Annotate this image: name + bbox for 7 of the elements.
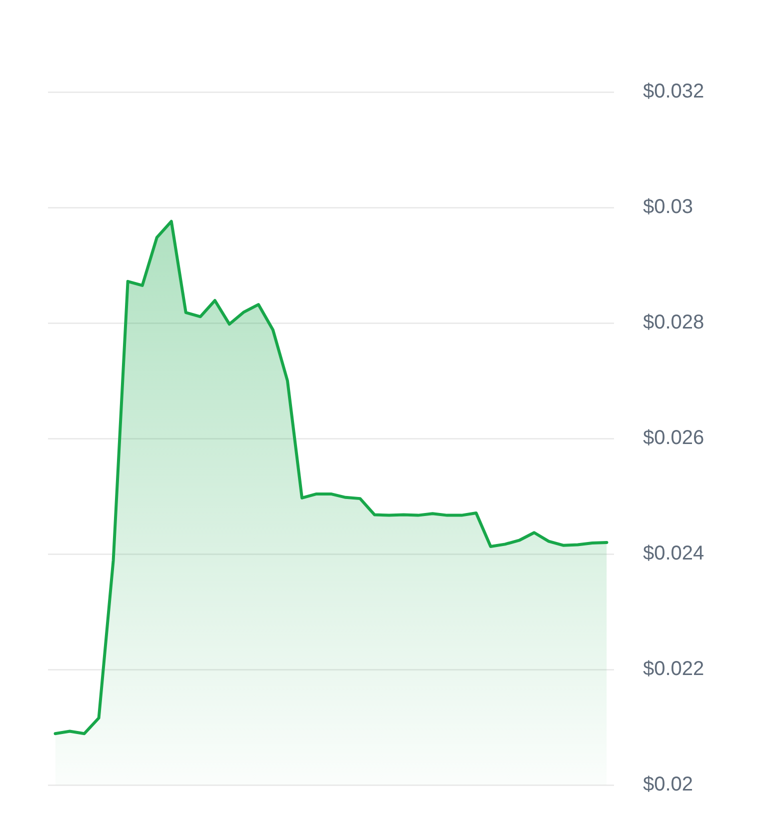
y-tick-label: $0.03 (643, 196, 694, 218)
y-tick-label: $0.02 (643, 774, 694, 796)
y-tick-label: $0.032 (643, 80, 704, 103)
y-tick-label: $0.028 (643, 312, 704, 334)
y-tick-label: $0.026 (643, 427, 704, 450)
y-tick-label: $0.024 (643, 542, 704, 565)
y-tick-label: $0.022 (643, 658, 704, 680)
